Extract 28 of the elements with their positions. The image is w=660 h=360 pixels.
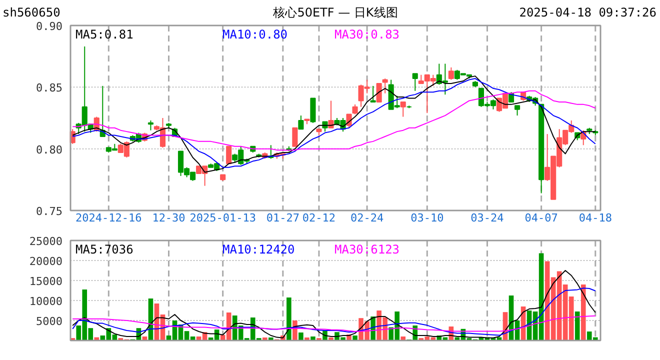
text: MA5:0.81	[76, 28, 134, 42]
x-tick-label: 2025-01-13	[190, 212, 256, 224]
x-tick-label: 03-10	[410, 212, 444, 224]
x-tick-label: 03-24	[470, 212, 504, 224]
y-tick-label: 0.90	[36, 20, 63, 33]
y-tick-label: 5000	[36, 315, 63, 328]
x-tick-label: 02-12	[302, 212, 336, 224]
y-tick-label: 0.75	[36, 205, 63, 218]
text: 2025-04-18 09:37:26	[519, 6, 657, 20]
x-tick-label: 04-07	[524, 212, 558, 224]
y-tick-label: 0.85	[36, 82, 63, 95]
text: MA30:6123	[334, 242, 400, 256]
x-tick-label: 04-18	[578, 212, 612, 224]
x-tick-label: 2024-12-16	[76, 212, 142, 224]
y-tick-label: 0.80	[36, 143, 63, 156]
text: MA10:12420	[222, 242, 295, 256]
y-tick-label: 20000	[29, 255, 63, 268]
text: MA5:7036	[76, 242, 134, 256]
x-tick-label: 02-24	[350, 212, 384, 224]
y-tick-label: 25000	[29, 235, 63, 248]
text: MA10:0.80	[222, 28, 288, 42]
text: sh560650	[2, 6, 60, 20]
y-tick-label: 15000	[29, 275, 63, 288]
x-tick-label: 01-27	[266, 212, 300, 224]
x-tick-label: 12-30	[152, 212, 186, 224]
text: MA30:0.83	[334, 28, 400, 42]
chart-title: 核心50ETF — 日K线图	[272, 6, 398, 20]
y-tick-label: 10000	[29, 295, 63, 308]
